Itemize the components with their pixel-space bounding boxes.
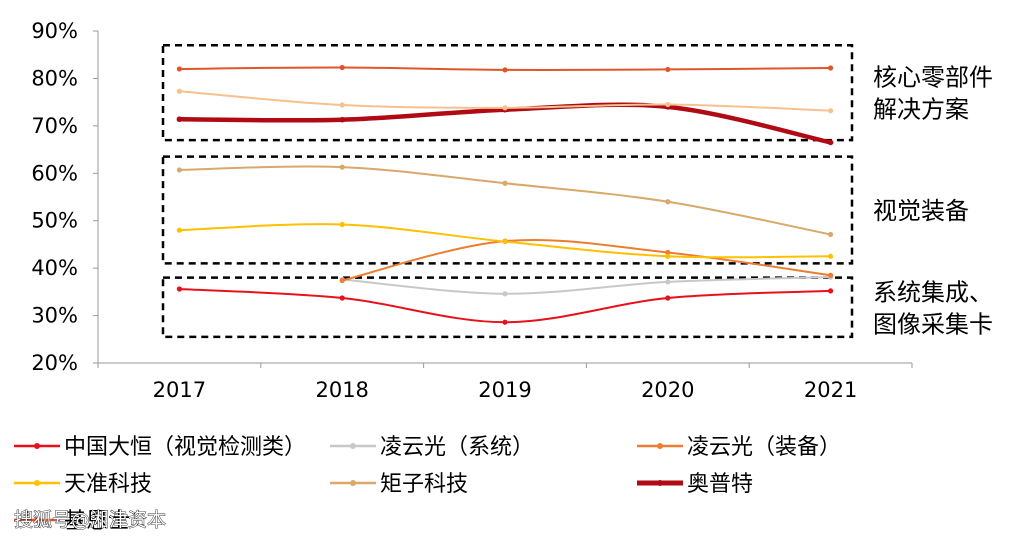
data-point: [665, 66, 671, 73]
data-point: [502, 67, 508, 73]
data-point: [339, 277, 345, 284]
series-6: [176, 64, 834, 73]
legend-label: 矩子科技: [380, 472, 468, 497]
group-label: 核心零部件: [873, 64, 993, 92]
group-label: 图像采集卡: [873, 310, 993, 338]
data-point: [665, 101, 671, 108]
group-label: 解决方案: [873, 96, 969, 124]
group-box: [161, 43, 854, 142]
axes: 20% 30% 40% 50% 60% 70% 80% 90% 2017 2018 2019 2020…: [31, 19, 913, 402]
legend-item: 矩子科技: [330, 472, 468, 497]
y-tick-label: 70%: [31, 114, 78, 138]
data-point: [339, 295, 345, 301]
legend-label: 基恩士: [64, 509, 130, 534]
y-tick-label: 20%: [31, 351, 78, 375]
y-tick-label: 50%: [31, 209, 78, 233]
data-point: [339, 116, 346, 123]
y-tick-label: 60%: [31, 161, 78, 185]
group-label: 系统集成、: [873, 278, 993, 306]
data-point: [176, 167, 182, 173]
data-point: [502, 319, 508, 325]
group-label: 视觉装备: [873, 197, 969, 225]
data-point: [665, 199, 671, 205]
series-lines: [176, 64, 834, 325]
series-3: [176, 221, 834, 259]
series-line: [341, 238, 831, 282]
legend-label: 奥普特: [687, 472, 753, 497]
data-point: [828, 288, 834, 294]
data-point: [339, 64, 345, 71]
data-point: [828, 272, 834, 278]
data-point: [339, 221, 345, 228]
legend-marker: [350, 443, 356, 449]
y-tick-label: 90%: [31, 19, 78, 43]
data-point: [502, 105, 508, 111]
data-point: [176, 286, 182, 292]
data-point: [827, 139, 834, 146]
legend-item: 奥普特: [637, 472, 753, 497]
legend-label: 中国大恒（视觉检测类）: [64, 435, 306, 460]
legend-marker: [34, 480, 40, 486]
y-tick-label: 30%: [31, 304, 78, 328]
data-point: [176, 88, 182, 94]
data-point: [828, 108, 834, 114]
group-box: [161, 155, 854, 265]
series-0: [176, 286, 834, 325]
group-box: [161, 276, 854, 339]
legend-item: 凌云光（装备）: [637, 435, 841, 460]
x-tick-label: 2020: [641, 378, 694, 402]
data-point: [828, 231, 834, 238]
legend-label: 凌云光（系统）: [380, 435, 534, 460]
data-point: [828, 65, 834, 71]
data-point: [665, 295, 671, 301]
x-tick-label: 2019: [478, 378, 531, 402]
data-point: [502, 238, 508, 245]
data-point: [339, 102, 345, 108]
legend-item: 凌云光（系统）: [330, 435, 534, 460]
data-point: [665, 279, 671, 285]
data-point: [176, 227, 182, 233]
y-tick-label: 40%: [31, 256, 78, 280]
x-tick-label: 2018: [315, 378, 368, 402]
series-4: [176, 164, 834, 238]
legend-marker: [34, 517, 40, 523]
data-point: [502, 291, 508, 297]
legend-label: 天准科技: [64, 472, 152, 497]
legend-item: 天准科技: [14, 472, 152, 497]
data-point: [665, 249, 671, 256]
data-point: [176, 66, 182, 72]
x-tick-label: 2021: [804, 378, 857, 402]
y-tick-label: 80%: [31, 66, 78, 90]
data-point: [828, 253, 834, 259]
series-line: [342, 276, 831, 295]
x-tick-label: 2017: [153, 378, 206, 402]
legend-item: 基恩士: [14, 509, 130, 534]
legend-marker: [657, 480, 663, 486]
legend-marker: [350, 480, 356, 486]
data-point: [339, 164, 345, 170]
legend-item: 中国大恒（视觉检测类）: [14, 435, 306, 460]
series-7: [176, 88, 834, 114]
data-point: [502, 180, 508, 186]
legend-label: 凌云光（装备）: [687, 435, 841, 460]
data-point: [176, 116, 183, 123]
group-boxes: [161, 43, 854, 339]
legend-marker: [657, 443, 663, 449]
legend-marker: [34, 443, 40, 449]
watermark: 搜狐号@湘津资本: [14, 509, 166, 531]
data-point: [665, 253, 671, 259]
